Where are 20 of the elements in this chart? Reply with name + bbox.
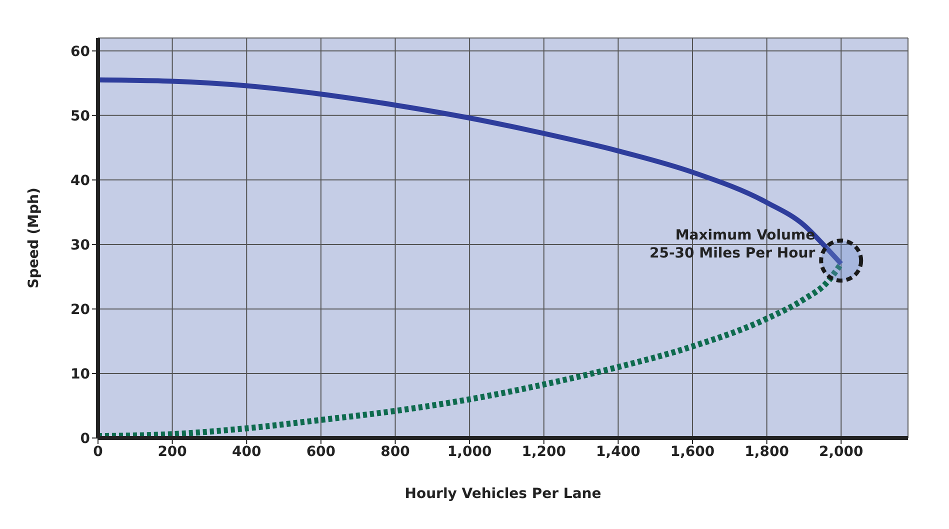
x-tick-label: 200 [158, 444, 188, 460]
y-axis-title: Speed (Mph) [26, 188, 42, 288]
y-tick-label: 50 [70, 108, 90, 124]
x-tick-label: 1,000 [447, 444, 492, 460]
y-tick-label: 20 [70, 302, 90, 318]
x-tick-label: 0 [93, 444, 104, 460]
x-tick-label: 1,600 [670, 444, 715, 460]
x-tick-label: 1,200 [522, 444, 566, 460]
x-tick-label: 1,800 [744, 444, 790, 460]
x-tick-label: 400 [232, 444, 262, 460]
y-tick-label: 60 [70, 44, 90, 60]
x-axis-title: Hourly Vehicles Per Lane [404, 486, 602, 502]
x-tick-label: 600 [306, 444, 336, 460]
y-tick-label: 40 [70, 172, 90, 189]
x-tick-label: 800 [380, 444, 410, 460]
y-tick-label: 30 [70, 237, 90, 254]
y-tick-label: 10 [70, 366, 90, 382]
x-tick-label: 1,400 [596, 444, 641, 460]
x-tick-label: 2,000 [818, 444, 864, 460]
y-tick-label: 0 [80, 430, 90, 447]
